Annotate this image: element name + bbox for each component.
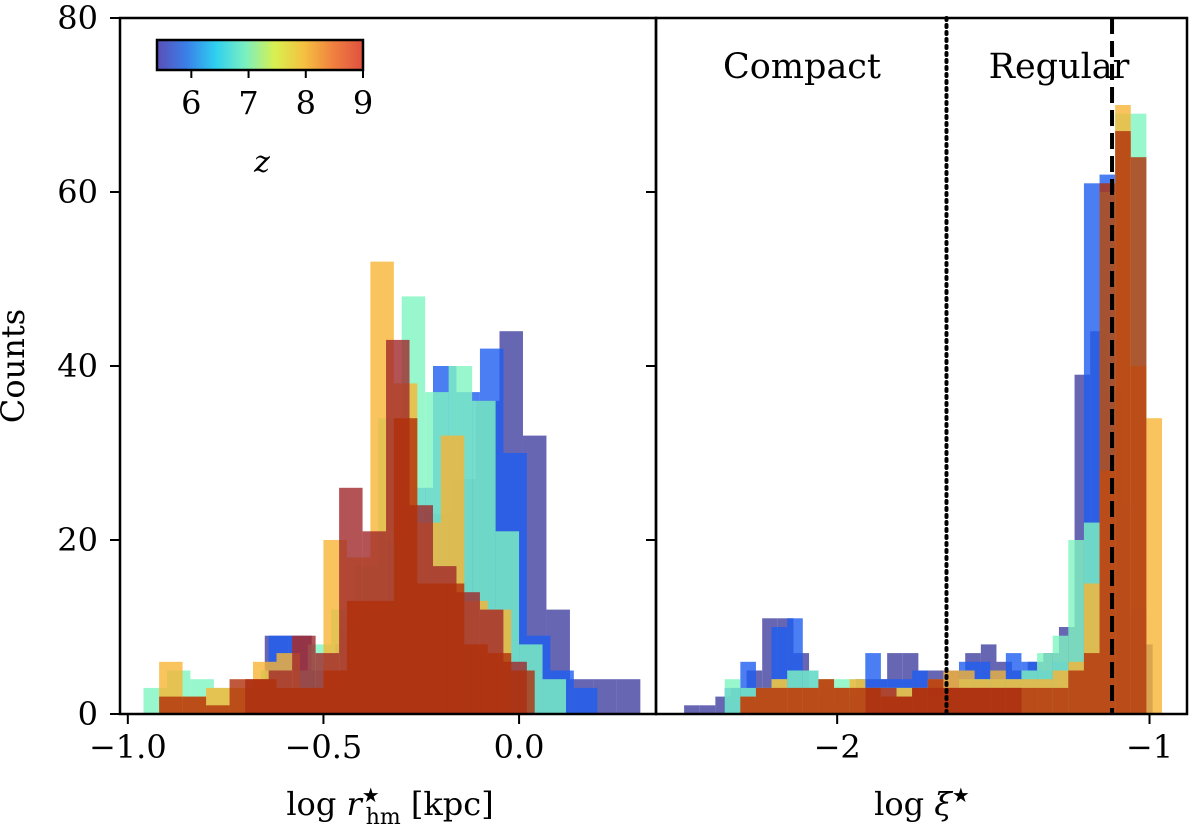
ytick-label: 40 [57, 347, 98, 385]
right-bar-s5-14 [958, 687, 975, 714]
left-bar-s1-14 [573, 687, 598, 714]
colorbar-tick-label: 6 [181, 84, 201, 122]
right-bar-s5-2 [771, 687, 788, 714]
left-bar-s5-7 [323, 670, 347, 714]
annotation-regular: Regular [989, 47, 1130, 87]
right-bar-s5-9 [880, 696, 897, 714]
right-histogram-bars [684, 105, 1163, 714]
left-bar-s5-14 [487, 653, 512, 714]
left-bar-s5-3 [229, 679, 254, 714]
left-bar-s5-2 [206, 705, 230, 714]
ytick-label: 0 [78, 695, 98, 733]
left-bar-s5-12 [440, 583, 465, 714]
left-xtick-label: 0.0 [494, 728, 545, 766]
left-bar-s5-0 [159, 696, 183, 714]
right-bar-s5-16 [990, 687, 1006, 714]
right-bar-s5-21 [1068, 670, 1084, 714]
right-bar-s5-10 [896, 696, 913, 714]
right-bar-s5-4 [802, 687, 819, 714]
right-bar-s0-0 [684, 705, 700, 714]
left-bar-s5-11 [417, 583, 441, 714]
colorbar-tick-label: 7 [238, 84, 258, 122]
left-bar-s5-5 [276, 687, 300, 714]
right-bar-s2-0 [724, 679, 741, 714]
right-bar-s5-15 [974, 687, 991, 714]
axis-ticks [110, 17, 1151, 724]
colorbar-tick-label: 8 [296, 84, 316, 122]
right-bar-s0-1 [699, 705, 716, 714]
right-bar-s5-6 [834, 687, 850, 714]
left-bar-s0-14 [593, 679, 617, 714]
right-xtick-label: −2 [814, 728, 861, 766]
left-x-axis-label: log r★ hm [kpc] [286, 783, 493, 830]
right-bar-s5-1 [755, 687, 772, 714]
right-xtick-label: −1 [1126, 728, 1173, 766]
left-bar-s5-6 [299, 687, 324, 714]
right-x-axis-label: log ξ★ [874, 783, 970, 823]
right-bar-s5-17 [1005, 687, 1022, 714]
right-bar-s5-12 [927, 679, 944, 714]
left-bar-s5-1 [182, 696, 207, 714]
left-xtick-label: −0.5 [285, 728, 363, 766]
ytick-label: 80 [57, 0, 98, 37]
right-bar-s5-11 [912, 687, 928, 714]
ytick-label: 60 [57, 173, 98, 211]
left-bar-s2-17 [542, 679, 567, 714]
right-bar-s3-26 [1146, 418, 1163, 714]
y-axis-label: Counts [0, 309, 32, 423]
left-bar-s5-10 [393, 418, 418, 714]
right-bar-s5-7 [849, 687, 866, 714]
right-bar-s5-0 [740, 696, 756, 714]
ytick-label: 20 [57, 521, 98, 559]
right-bar-s5-20 [1052, 687, 1069, 714]
left-bar-s5-8 [346, 600, 371, 714]
left-histogram-bars [143, 261, 641, 714]
reference-lines [944, 16, 1115, 716]
colorbar-gradient [155, 38, 365, 72]
left-bar-s5-4 [253, 679, 277, 714]
right-bar-s5-24 [1115, 131, 1131, 714]
right-bar-s5-18 [1021, 687, 1038, 714]
annotation-compact: Compact [723, 47, 881, 87]
colorbar-tick-label: 9 [353, 84, 373, 122]
left-bar-s5-13 [464, 644, 488, 714]
right-bar-s5-3 [787, 687, 803, 714]
left-bar-s5-9 [370, 600, 394, 714]
axis-tick-labels: −1.0 −0.5 0.0 −2 −1 0 20 40 60 80 [57, 0, 1173, 766]
right-bar-s5-25 [1130, 157, 1147, 714]
right-bar-s5-22 [1083, 653, 1100, 714]
right-bar-s5-19 [1037, 687, 1053, 714]
left-xtick-label: −1.0 [89, 728, 167, 766]
right-bar-s5-5 [818, 679, 835, 714]
right-bar-s5-8 [865, 687, 881, 714]
colorbar-label: z [253, 145, 270, 180]
left-bar-s0-15 [616, 679, 641, 714]
left-bar-s5-15 [511, 670, 535, 714]
